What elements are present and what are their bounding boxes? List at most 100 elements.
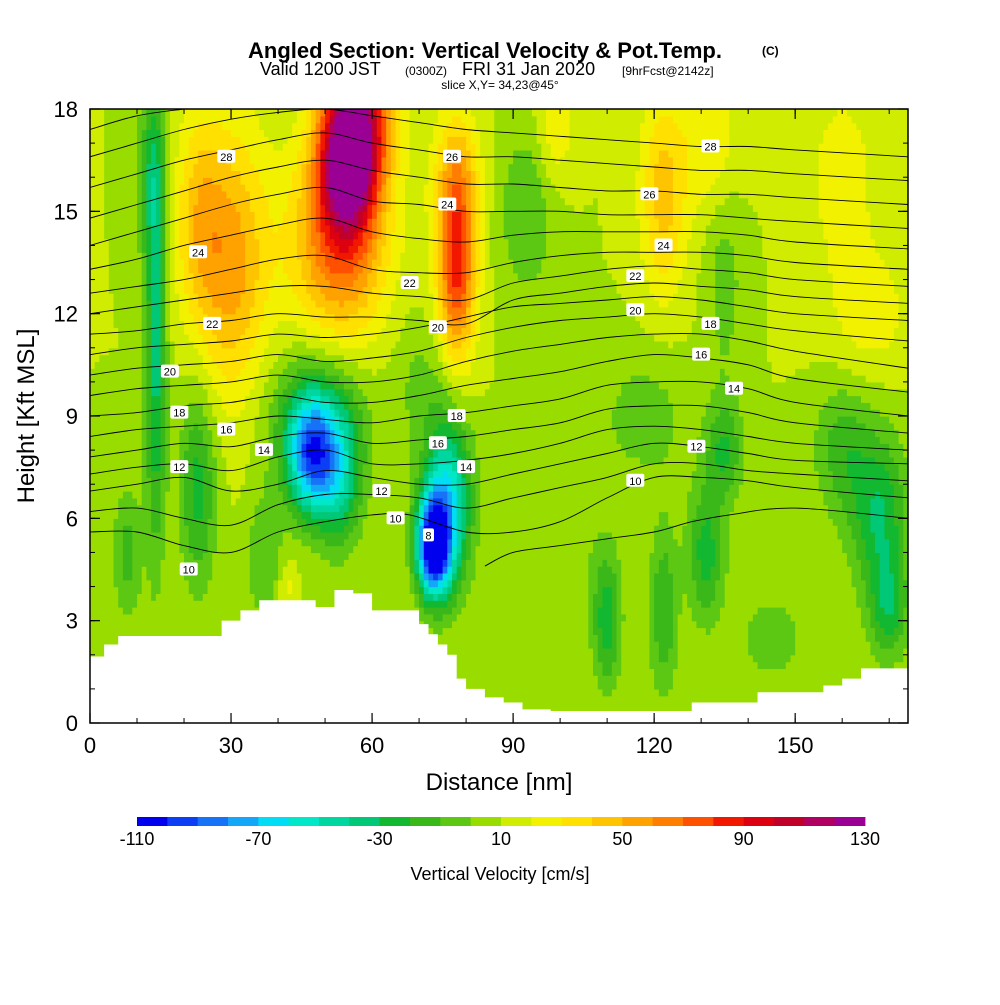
velocity-cell — [813, 668, 820, 676]
velocity-cell — [419, 579, 425, 588]
velocity-cell — [423, 538, 430, 547]
velocity-cell — [879, 654, 886, 663]
velocity-cell — [809, 613, 815, 622]
velocity-cell — [578, 627, 585, 635]
velocity-cell — [325, 545, 331, 554]
velocity-cell — [564, 600, 571, 608]
velocity-cell — [687, 654, 693, 663]
velocity-cell — [616, 613, 622, 622]
velocity-cell — [785, 613, 792, 622]
velocity-cell — [884, 552, 890, 560]
velocity-cell — [484, 613, 491, 622]
velocity-cell — [555, 572, 561, 581]
velocity-cell — [329, 586, 336, 594]
velocity-cell — [602, 531, 608, 540]
velocity-cell — [640, 593, 646, 601]
velocity-cell — [799, 531, 806, 540]
velocity-cell — [165, 566, 171, 574]
velocity-cell — [781, 620, 787, 629]
velocity-cell — [658, 579, 665, 588]
velocity-cell — [748, 641, 754, 649]
velocity-cell — [828, 559, 834, 567]
velocity-cell — [607, 538, 613, 547]
velocity-cell — [273, 531, 279, 540]
velocity-cell — [122, 531, 129, 540]
velocity-cell — [795, 579, 801, 588]
velocity-cell — [795, 620, 801, 629]
velocity-cell — [635, 572, 641, 581]
velocity-cell — [677, 613, 683, 622]
velocity-cell — [640, 675, 646, 683]
velocity-cell — [574, 661, 580, 670]
velocity-cell — [630, 559, 636, 567]
velocity-cell — [489, 641, 495, 649]
velocity-cell — [752, 613, 759, 622]
velocity-cell — [513, 661, 519, 670]
velocity-cell — [395, 600, 401, 608]
velocity-cell — [513, 634, 519, 642]
velocity-cell — [865, 627, 871, 635]
velocity-cell — [188, 525, 195, 533]
velocity-cell — [282, 559, 289, 567]
velocity-cell — [480, 538, 486, 547]
velocity-cell — [602, 593, 608, 601]
velocity-cell — [842, 634, 848, 642]
velocity-cell — [282, 566, 289, 574]
velocity-cell — [207, 538, 213, 547]
velocity-cell — [597, 688, 604, 697]
velocity-cell — [536, 538, 542, 547]
velocity-cell — [766, 634, 773, 642]
velocity-cell — [376, 538, 383, 547]
velocity-cell — [550, 600, 557, 608]
velocity-cell — [724, 641, 730, 649]
velocity-cell — [531, 620, 538, 629]
velocity-cell — [757, 627, 763, 635]
velocity-cell — [818, 654, 824, 663]
velocity-cell — [113, 545, 119, 554]
velocity-cell — [663, 572, 669, 581]
velocity-cell — [799, 634, 806, 642]
velocity-cell — [752, 647, 759, 656]
velocity-cell — [710, 579, 716, 588]
velocity-cell — [607, 586, 613, 594]
velocity-cell — [828, 647, 834, 656]
velocity-cell — [734, 531, 740, 540]
velocity-cell — [113, 531, 119, 540]
velocity-cell — [630, 627, 636, 635]
velocity-cell — [536, 600, 542, 608]
velocity-cell — [672, 586, 679, 594]
velocity-cell — [466, 552, 472, 560]
velocity-cell — [687, 668, 693, 676]
velocity-cell — [480, 559, 486, 567]
velocity-cell — [470, 593, 477, 601]
velocity-cell — [766, 627, 773, 635]
velocity-cell — [842, 600, 848, 608]
velocity-cell — [701, 668, 707, 676]
velocity-cell — [715, 661, 721, 670]
velocity-cell — [118, 531, 124, 540]
velocity-cell — [268, 572, 274, 581]
velocity-cell — [823, 572, 829, 581]
velocity-cell — [672, 661, 679, 670]
velocity-cell — [90, 620, 96, 629]
velocity-cell — [762, 627, 768, 635]
velocity-cell — [710, 600, 716, 608]
velocity-cell — [884, 627, 890, 635]
velocity-cell — [475, 552, 481, 560]
velocity-cell — [766, 531, 773, 540]
velocity-cell — [588, 572, 594, 581]
velocity-cell — [654, 531, 660, 540]
velocity-cell — [785, 682, 792, 690]
velocity-cell — [616, 600, 622, 608]
velocity-cell — [823, 647, 829, 656]
velocity-cell — [856, 620, 862, 629]
velocity-cell — [306, 572, 312, 581]
velocity-cell — [202, 538, 209, 547]
velocity-cell — [799, 620, 806, 629]
velocity-cell — [564, 661, 571, 670]
velocity-cell — [682, 620, 688, 629]
velocity-cell — [503, 552, 509, 560]
velocity-cell — [616, 559, 622, 567]
velocity-cell — [898, 607, 904, 615]
